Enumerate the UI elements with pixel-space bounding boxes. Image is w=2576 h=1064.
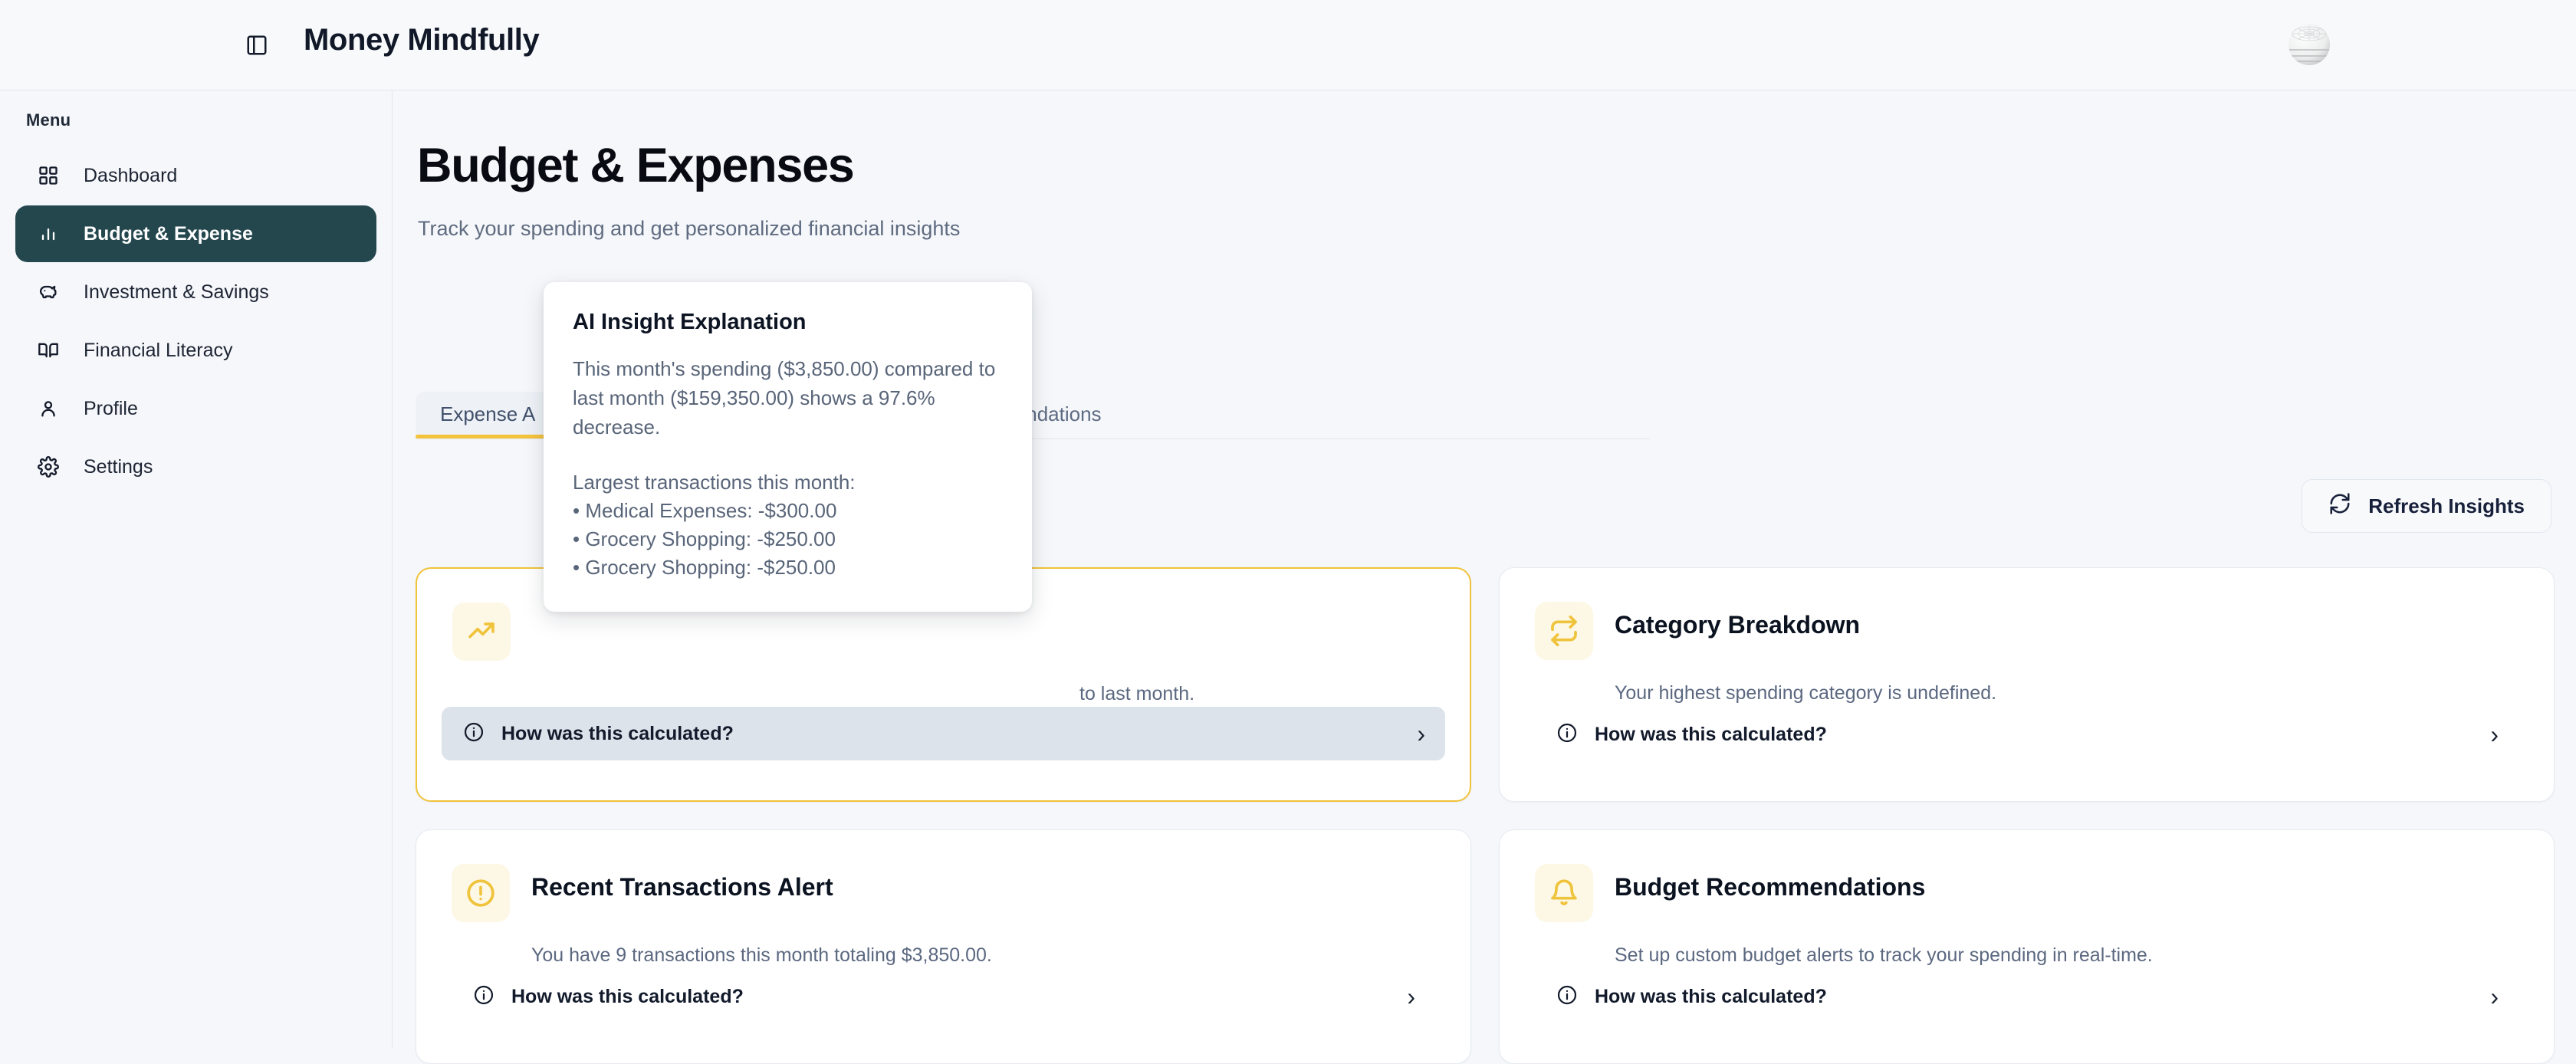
- app-title: Money Mindfully: [304, 23, 540, 57]
- bell-icon: [1535, 864, 1593, 922]
- how-calculated-label: How was this calculated?: [501, 722, 734, 744]
- chevron-right-icon: ›: [1407, 983, 1415, 1010]
- popover-list-heading: Largest transactions this month:: [573, 470, 856, 494]
- info-icon: [1556, 722, 1578, 747]
- card-description: Set up custom budget alerts to track you…: [1615, 944, 2153, 966]
- popover-paragraph: This month's spending ($3,850.00) compar…: [573, 357, 996, 438]
- how-calculated-row[interactable]: How was this calculated? ›: [1535, 708, 2518, 761]
- how-calculated-label: How was this calculated?: [511, 985, 744, 1007]
- repeat-icon: [1535, 602, 1593, 660]
- info-icon: [1556, 984, 1578, 1010]
- card-header: Budget Recommendations: [1535, 864, 2518, 922]
- tab-expense-analysis[interactable]: Expense A: [416, 392, 560, 438]
- piggy-bank-icon: [34, 278, 62, 306]
- app-header: Money Mindfully: [0, 0, 2576, 90]
- sidebar-section-label: Menu: [26, 110, 71, 130]
- sidebar-item-budget-expense[interactable]: Budget & Expense: [15, 205, 376, 262]
- sidebar-item-label: Settings: [84, 455, 153, 478]
- gear-icon: [34, 453, 62, 481]
- card-title: Budget Recommendations: [1615, 873, 1926, 901]
- chevron-right-icon: ›: [1417, 720, 1425, 747]
- popover-list-item: • Medical Expenses: -$300.00: [573, 498, 837, 522]
- page-subtitle: Track your spending and get personalized…: [418, 217, 961, 240]
- popover-transactions-list: Largest transactions this month: • Medic…: [573, 468, 1003, 582]
- chevron-right-icon: ›: [2490, 721, 2499, 748]
- trending-up-icon: [452, 603, 511, 661]
- insight-card-category-breakdown[interactable]: Category Breakdown Your highest spending…: [1499, 567, 2555, 802]
- card-header: [452, 603, 1434, 661]
- card-header: Recent Transactions Alert: [452, 864, 1435, 922]
- how-calculated-row[interactable]: How was this calculated? ›: [452, 970, 1435, 1023]
- sidebar-item-label: Dashboard: [84, 164, 178, 186]
- popover-list-item: • Grocery Shopping: -$250.00: [573, 555, 836, 579]
- user-icon: [34, 395, 62, 422]
- card-title: Category Breakdown: [1615, 611, 1861, 639]
- bar-chart-icon: [34, 220, 62, 248]
- page-title: Budget & Expenses: [417, 139, 855, 192]
- sidebar-item-dashboard[interactable]: Dashboard: [15, 147, 376, 204]
- popover-title: AI Insight Explanation: [573, 310, 807, 334]
- avatar[interactable]: [2279, 14, 2340, 75]
- panel-left-icon[interactable]: [244, 33, 270, 57]
- sidebar-item-settings[interactable]: Settings: [15, 438, 376, 495]
- sidebar-item-financial-literacy[interactable]: Financial Literacy: [15, 322, 376, 379]
- how-calculated-label: How was this calculated?: [1595, 723, 1827, 745]
- insight-card-budget-recommendations[interactable]: Budget Recommendations Set up custom bud…: [1499, 829, 2555, 1064]
- card-description: to last month.: [1079, 683, 1195, 704]
- info-icon: [473, 984, 495, 1010]
- sidebar-item-investment-savings[interactable]: Investment & Savings: [15, 264, 376, 320]
- ai-insight-explanation-popover: AI Insight Explanation This month's spen…: [544, 282, 1032, 612]
- popover-list-item: • Grocery Shopping: -$250.00: [573, 527, 836, 550]
- card-title: Recent Transactions Alert: [531, 873, 833, 901]
- how-calculated-label: How was this calculated?: [1595, 985, 1827, 1007]
- refresh-insights-label: Refresh Insights: [2368, 494, 2525, 517]
- grid-icon: [34, 162, 62, 189]
- card-header: Category Breakdown: [1535, 602, 2518, 660]
- book-open-icon: [34, 337, 62, 364]
- sidebar-item-label: Financial Literacy: [84, 339, 233, 361]
- sidebar: Menu Dashboard Budget & Expense Investme…: [0, 90, 393, 1049]
- sidebar-item-label: Budget & Expense: [84, 222, 253, 245]
- sidebar-item-profile[interactable]: Profile: [15, 380, 376, 437]
- how-calculated-row[interactable]: How was this calculated? ›: [1535, 970, 2518, 1023]
- insight-card-grid: to last month. How was this calculated? …: [416, 567, 2555, 1064]
- tab-label: Expense A: [440, 402, 536, 425]
- insight-card-recent-transactions[interactable]: Recent Transactions Alert You have 9 tra…: [416, 829, 1471, 1064]
- card-description: Your highest spending category is undefi…: [1615, 682, 1997, 704]
- refresh-icon: [2328, 492, 2351, 521]
- sidebar-item-label: Investment & Savings: [84, 281, 269, 303]
- refresh-insights-button[interactable]: Refresh Insights: [2302, 479, 2551, 533]
- chevron-right-icon: ›: [2490, 983, 2499, 1010]
- sidebar-item-label: Profile: [84, 397, 138, 419]
- info-icon: [463, 721, 485, 747]
- card-description: You have 9 transactions this month total…: [531, 944, 992, 966]
- how-calculated-row[interactable]: How was this calculated? ›: [442, 707, 1445, 760]
- alert-circle-icon: [452, 864, 510, 922]
